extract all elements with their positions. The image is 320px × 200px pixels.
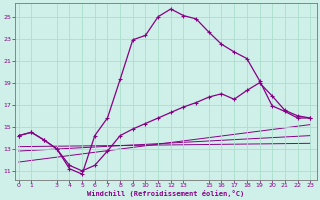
X-axis label: Windchill (Refroidissement éolien,°C): Windchill (Refroidissement éolien,°C) — [87, 190, 244, 197]
